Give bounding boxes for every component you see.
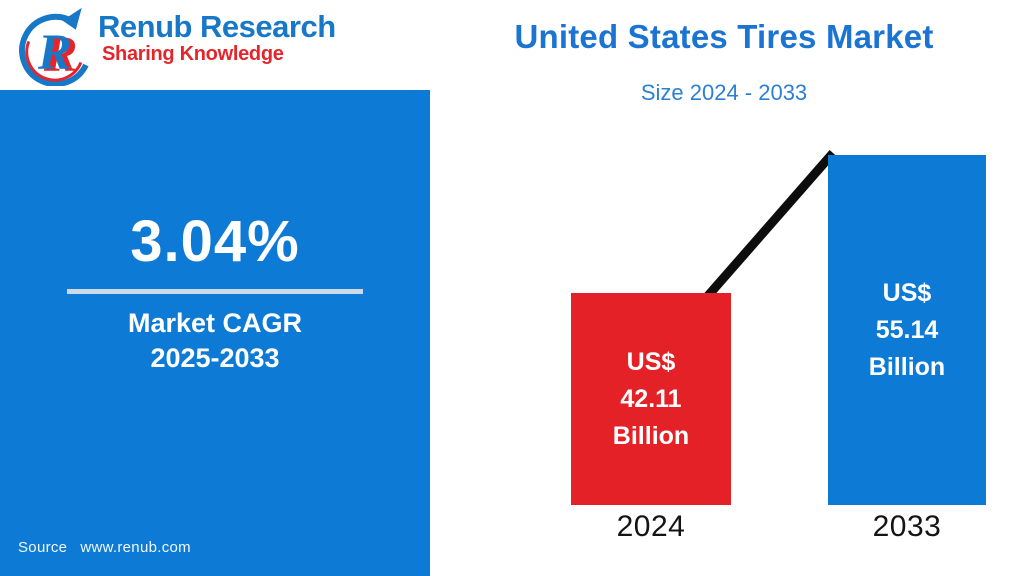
- svg-text:R: R: [43, 26, 78, 82]
- brand-name: Renub Research: [98, 9, 336, 44]
- bar-2033-label-line3: Billion: [868, 352, 946, 381]
- brand-tagline: Sharing Knowledge: [102, 43, 284, 65]
- page-subtitle: Size 2024 - 2033: [640, 80, 808, 105]
- bar-2033-label-line1: US$: [882, 278, 932, 307]
- cagr-period: 2025-2033: [150, 343, 280, 373]
- cagr-value: 3.04%: [130, 209, 300, 274]
- cagr-label: Market CAGR: [127, 308, 303, 338]
- renub-logo: R R Renub Research Sharing Knowledge: [12, 2, 336, 86]
- svg-text:R: R: [37, 24, 72, 80]
- renub-swoosh-r-icon: R R: [12, 2, 96, 86]
- logo-text: Renub Research Sharing Knowledge: [98, 10, 336, 65]
- bar-2024-label-line2: 42.11: [620, 384, 682, 413]
- bar-2024-label: US$ 42.11 Billion: [613, 344, 689, 455]
- cagr-content: 3.04% Market CAGR 2025-2033: [0, 208, 430, 376]
- x-axis-label-2033: 2033: [872, 510, 942, 543]
- source-line: Source www.renub.com: [18, 539, 191, 556]
- source-label: Source: [18, 539, 68, 556]
- cagr-divider: [67, 289, 363, 294]
- bar-2033: US$ 55.14 Billion: [828, 155, 986, 505]
- cagr-panel: 3.04% Market CAGR 2025-2033 Source www.re…: [0, 90, 430, 576]
- source-url: www.renub.com: [80, 539, 191, 556]
- bar-2024-label-line1: US$: [626, 347, 676, 376]
- header-titles: United States Tires Market Size 2024 - 2…: [440, 18, 1008, 106]
- bar-2033-label: US$ 55.14 Billion: [869, 275, 945, 386]
- bar-2024: US$ 42.11 Billion: [571, 293, 731, 505]
- page-title: United States Tires Market: [514, 18, 934, 55]
- x-axis-label-2024: 2024: [616, 510, 686, 543]
- bar-2033-label-line2: 55.14: [875, 315, 939, 344]
- bar-2024-label-line3: Billion: [612, 421, 690, 450]
